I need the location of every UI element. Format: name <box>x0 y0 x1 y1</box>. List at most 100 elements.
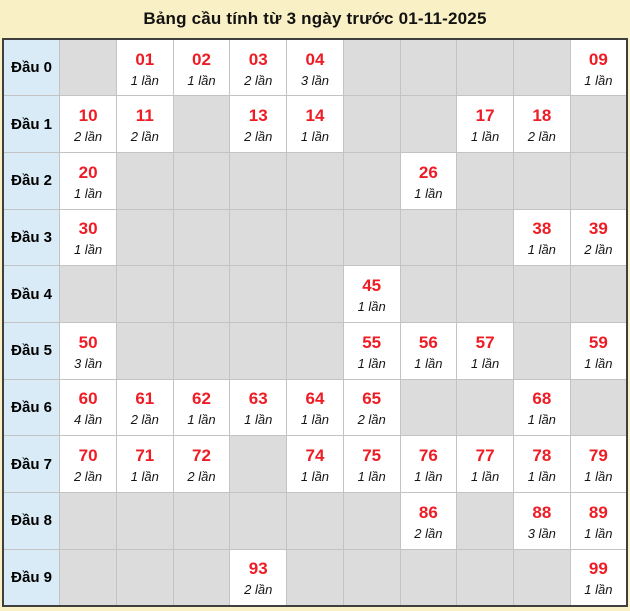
cell-count: 2 lần <box>244 129 273 145</box>
empty-cell <box>286 321 344 380</box>
cell-number: 63 <box>248 389 268 409</box>
empty-cell <box>115 151 174 210</box>
number-cell: 88 3 lần <box>512 492 571 550</box>
table-row: Đầu 3 30 1 lần 38 1 lần 39 2 lần <box>2 208 628 267</box>
table-row: Đầu 2 20 1 lần 26 1 lần <box>2 151 628 210</box>
cell-count: 1 lần <box>527 412 556 428</box>
number-cell: 18 2 lần <box>512 95 571 153</box>
title-bar: Bảng cầu tính từ 3 ngày trước 01-11-2025 <box>0 0 630 38</box>
cell-count: 1 lần <box>471 469 500 485</box>
number-cell: 04 3 lần <box>286 38 344 97</box>
cell-count: 1 lần <box>584 525 613 541</box>
number-cell: 86 2 lần <box>399 492 458 550</box>
table-body: Đầu 0 01 1 lần 02 1 lần 03 2 lần 04 3 lần 09 1 lần… <box>2 38 628 607</box>
cell-count: 1 lần <box>584 72 613 88</box>
number-cell: 45 1 lần <box>342 265 401 323</box>
cell-count: 1 lần <box>527 242 556 258</box>
number-cell: 56 1 lần <box>399 321 458 380</box>
empty-cell <box>569 95 628 153</box>
cell-number: 68 <box>532 389 552 409</box>
empty-cell <box>286 265 344 323</box>
cell-count: 2 lần <box>73 129 103 145</box>
empty-cell <box>399 265 458 323</box>
empty-cell <box>286 492 344 550</box>
row-label: Đầu 0 <box>2 38 61 97</box>
cell-number: 10 <box>78 106 98 126</box>
empty-cell <box>569 151 628 210</box>
table-row: Đầu 0 01 1 lần 02 1 lần 03 2 lần 04 3 lần 09 1 lần <box>2 38 628 97</box>
cell-number: 02 <box>192 49 211 69</box>
cell-number: 74 <box>305 446 325 466</box>
empty-cell <box>399 548 458 607</box>
row-label: Đầu 2 <box>2 151 61 210</box>
empty-cell <box>59 265 117 323</box>
cell-number: 71 <box>135 446 155 466</box>
empty-cell <box>342 208 401 267</box>
row-label: Đầu 5 <box>2 321 61 380</box>
cell-count: 1 lần <box>357 469 386 485</box>
cell-number: 62 <box>192 389 211 409</box>
number-cell: 59 1 lần <box>569 321 628 380</box>
empty-cell <box>172 208 231 267</box>
empty-cell <box>399 208 458 267</box>
empty-cell <box>59 492 117 550</box>
empty-cell <box>456 492 514 550</box>
number-cell: 68 1 lần <box>512 378 571 437</box>
empty-cell <box>342 95 401 153</box>
cell-number: 59 <box>588 332 608 352</box>
empty-cell <box>342 38 401 97</box>
empty-cell <box>569 265 628 323</box>
number-cell: 38 1 lần <box>512 208 571 267</box>
number-cell: 09 1 lần <box>569 38 628 97</box>
empty-cell <box>59 548 117 607</box>
cell-count: 1 lần <box>527 469 556 485</box>
cell-count: 1 lần <box>357 299 386 315</box>
empty-cell <box>115 492 174 550</box>
number-cell: 39 2 lần <box>569 208 628 267</box>
table-row: Đầu 1 10 2 lần 11 2 lần 13 2 lần 14 1 lần 17 1 lần… <box>2 95 628 153</box>
table-row: Đầu 4 45 1 lần <box>2 265 628 323</box>
number-cell: 74 1 lần <box>286 435 344 493</box>
table-row: Đầu 9 93 2 lần 99 1 lần <box>2 548 628 607</box>
number-cell: 65 2 lần <box>342 378 401 437</box>
number-cell: 99 1 lần <box>569 548 628 607</box>
table-row: Đầu 7 70 2 lần 71 1 lần 72 2 lần 74 1 lần 75 1 lần… <box>2 435 628 493</box>
empty-cell <box>286 548 344 607</box>
number-cell: 13 2 lần <box>229 95 288 153</box>
cell-count: 3 lần <box>527 525 556 541</box>
cell-count: 1 lần <box>73 185 103 201</box>
number-cell: 77 1 lần <box>456 435 514 493</box>
empty-cell <box>456 548 514 607</box>
number-cell: 70 2 lần <box>59 435 117 493</box>
number-cell: 63 1 lần <box>229 378 288 437</box>
cell-number: 70 <box>78 446 98 466</box>
empty-cell <box>512 548 571 607</box>
empty-cell <box>456 378 514 437</box>
empty-cell <box>229 492 288 550</box>
number-cell: 14 1 lần <box>286 95 344 153</box>
cell-number: 04 <box>305 49 325 69</box>
empty-cell <box>229 208 288 267</box>
cell-number: 78 <box>532 446 552 466</box>
number-cell: 26 1 lần <box>399 151 458 210</box>
empty-cell <box>512 151 571 210</box>
cell-count: 2 lần <box>414 525 443 541</box>
cell-count: 1 lần <box>414 185 443 201</box>
empty-cell <box>229 151 288 210</box>
cell-number: 01 <box>135 49 155 69</box>
cell-count: 1 lần <box>584 355 613 371</box>
empty-cell <box>115 265 174 323</box>
empty-cell <box>229 435 288 493</box>
number-cell: 03 2 lần <box>229 38 288 97</box>
number-cell: 11 2 lần <box>115 95 174 153</box>
empty-cell <box>172 151 231 210</box>
empty-cell <box>342 151 401 210</box>
number-cell: 60 4 lần <box>59 378 117 437</box>
cell-count: 1 lần <box>73 242 103 258</box>
empty-cell <box>115 208 174 267</box>
row-label: Đầu 7 <box>2 435 61 493</box>
cell-number: 39 <box>588 219 608 239</box>
number-cell: 64 1 lần <box>286 378 344 437</box>
cell-count: 1 lần <box>300 469 330 485</box>
empty-cell <box>172 548 231 607</box>
